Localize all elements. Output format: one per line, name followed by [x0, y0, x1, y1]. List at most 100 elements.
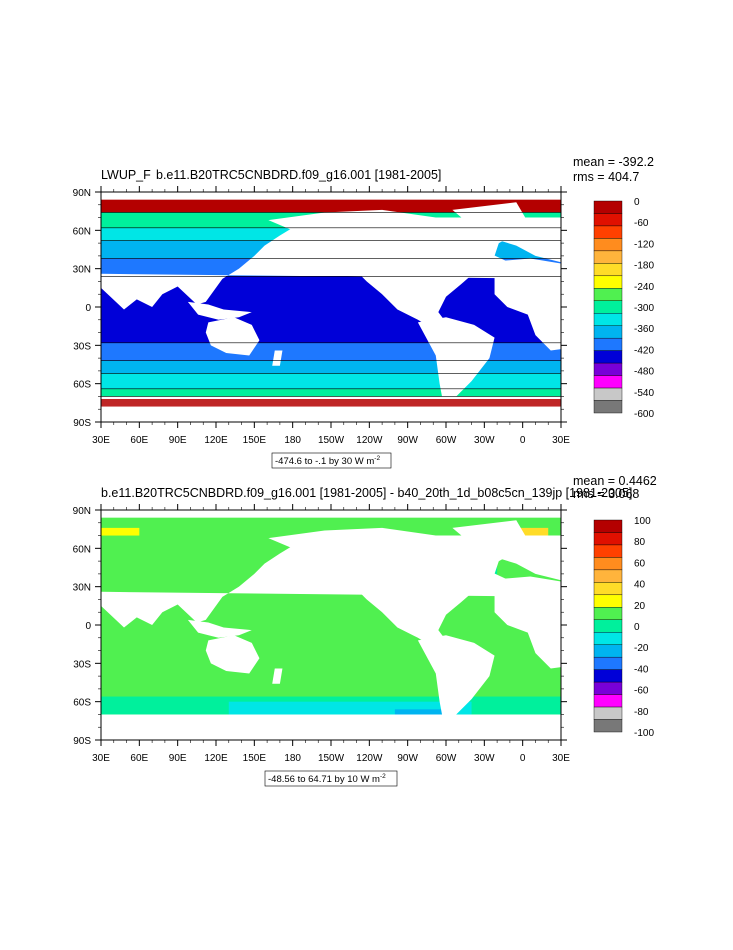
panel2-y-ticks: 90N 60N 30N 0 30S 60S 90S	[73, 506, 567, 747]
panel1-map	[101, 192, 561, 422]
panel1-range-label: -474.6 to -.1 by 30	[275, 456, 352, 467]
x-tick-label: 90W	[397, 753, 418, 764]
colorbar-label: -420	[634, 345, 654, 356]
panel1-variable: LWUP_F	[101, 168, 151, 182]
colorbar-swatch	[593, 582, 623, 596]
x-tick-label: 150W	[318, 753, 345, 764]
x-tick-label: 120W	[356, 753, 383, 764]
colorbar-swatch	[593, 644, 623, 658]
panel2-rms: rms = 3.068	[573, 487, 639, 501]
panel1-colorbar: 0 -60 -120 -180 -240 -300 -360 -420 -480 -540 -600	[593, 197, 654, 420]
colorbar-label: 80	[634, 537, 646, 548]
x-tick-label: 150E	[243, 753, 267, 764]
x-tick-label: 180	[284, 753, 301, 764]
colorbar-swatch	[593, 656, 623, 670]
panel2-x-ticks: 30E 60E 90E 120E 150E 180 150W 120W 90W 60W 30W 0 30…	[92, 504, 570, 764]
colorbar-label: -100	[634, 728, 654, 739]
panel2-range-box: -48.56 to 64.71 by 10 W m-2	[264, 770, 398, 787]
panel-difference: b.e11.B20TRC5CNBDRD.f09_g16.001 [1981-20…	[73, 474, 657, 787]
colorbar-swatch	[593, 400, 623, 414]
colorbar-swatch	[593, 225, 623, 239]
x-tick-label: 30E	[552, 753, 570, 764]
colorbar-label: -40	[634, 664, 649, 675]
colorbar-label: 100	[634, 516, 651, 527]
panel1-y-ticks: 90N 60N 30N 0 30S 60S 90S	[73, 188, 567, 429]
y-tick-label: 90N	[73, 188, 91, 199]
colorbar-label: -300	[634, 303, 654, 314]
x-tick-label: 150W	[318, 435, 345, 446]
panel1-mean: mean = -392.2	[573, 155, 654, 169]
colorbar-swatch	[593, 569, 623, 583]
colorbar-swatch	[593, 557, 623, 571]
colorbar-label: -600	[634, 409, 654, 420]
x-tick-label: 60W	[436, 753, 457, 764]
x-tick-label: 0	[520, 753, 526, 764]
colorbar-label: -20	[634, 643, 649, 654]
y-tick-label: 60N	[73, 544, 91, 555]
colorbar-label: 40	[634, 580, 646, 591]
y-tick-label: 30N	[73, 265, 91, 276]
colorbar-swatch	[593, 594, 623, 608]
colorbar-swatch	[593, 387, 623, 401]
y-tick-label: 30S	[73, 341, 91, 352]
x-tick-label: 60E	[130, 753, 148, 764]
y-tick-label: 0	[85, 303, 91, 314]
colorbar-label: -180	[634, 261, 654, 272]
colorbar-swatch	[593, 681, 623, 695]
colorbar-swatch	[593, 288, 623, 301]
colorbar-label: 60	[634, 558, 646, 569]
y-tick-label: 90S	[73, 736, 91, 747]
colorbar-label: -240	[634, 282, 654, 293]
panel2-range-label: -48.56 to 64.71 by 10	[268, 774, 358, 785]
colorbar-swatch	[593, 607, 623, 620]
y-tick-label: 60N	[73, 226, 91, 237]
panel2-map	[101, 510, 561, 740]
x-tick-label: 30W	[474, 435, 495, 446]
x-tick-label: 0	[520, 435, 526, 446]
colorbar-swatch	[593, 375, 623, 389]
x-tick-label: 150E	[243, 435, 267, 446]
panel-lwup: LWUP_F b.e11.B20TRC5CNBDRD.f09_g16.001 […	[73, 155, 654, 469]
colorbar-swatch	[593, 250, 623, 264]
panel1-units-exp: -2	[374, 455, 380, 462]
colorbar-label: -60	[634, 686, 649, 697]
colorbar-label: 0	[634, 197, 640, 208]
colorbar-swatch	[593, 362, 623, 376]
colorbar-label: -540	[634, 388, 654, 399]
colorbar-label: -360	[634, 324, 654, 335]
colorbar-swatch	[593, 694, 623, 708]
panel2-title: b.e11.B20TRC5CNBDRD.f09_g16.001 [1981-20…	[101, 486, 632, 500]
x-tick-label: 90E	[169, 753, 187, 764]
colorbar-swatch	[593, 313, 623, 326]
y-tick-label: 60S	[73, 380, 91, 391]
x-tick-label: 30W	[474, 753, 495, 764]
x-tick-label: 180	[284, 435, 301, 446]
colorbar-swatch	[593, 213, 623, 227]
x-tick-label: 90W	[397, 435, 418, 446]
panel2-units-exp: -2	[380, 773, 386, 780]
colorbar-swatch	[593, 532, 623, 546]
y-tick-label: 90S	[73, 418, 91, 429]
colorbar-swatch	[593, 350, 623, 364]
panel1-title: b.e11.B20TRC5CNBDRD.f09_g16.001 [1981-20…	[156, 168, 441, 182]
colorbar-swatch	[593, 325, 623, 339]
colorbar-label: -480	[634, 367, 654, 378]
x-tick-label: 120E	[204, 753, 228, 764]
colorbar-swatch	[593, 275, 623, 289]
colorbar-label: 0	[634, 622, 640, 633]
x-tick-label: 30E	[92, 753, 110, 764]
colorbar-swatch	[593, 519, 623, 533]
colorbar-label: -80	[634, 707, 649, 718]
colorbar-swatch	[593, 337, 623, 351]
colorbar-swatch	[593, 719, 623, 733]
colorbar-label: 20	[634, 601, 646, 612]
panel2-mean: mean = 0.4462	[573, 474, 657, 488]
y-tick-label: 30N	[73, 583, 91, 594]
panel1-rms: rms = 404.7	[573, 170, 639, 184]
colorbar-swatch	[593, 544, 623, 558]
colorbar-swatch	[593, 300, 623, 314]
svg-text:-474.6 to -.1 by 30 W m-2: -474.6 to -.1 by 30 W m-2	[275, 455, 380, 467]
panel2-colorbar: 100 80 60 40 20 0 -20 -40 -60 -80 -100	[593, 516, 654, 739]
y-tick-label: 90N	[73, 506, 91, 517]
